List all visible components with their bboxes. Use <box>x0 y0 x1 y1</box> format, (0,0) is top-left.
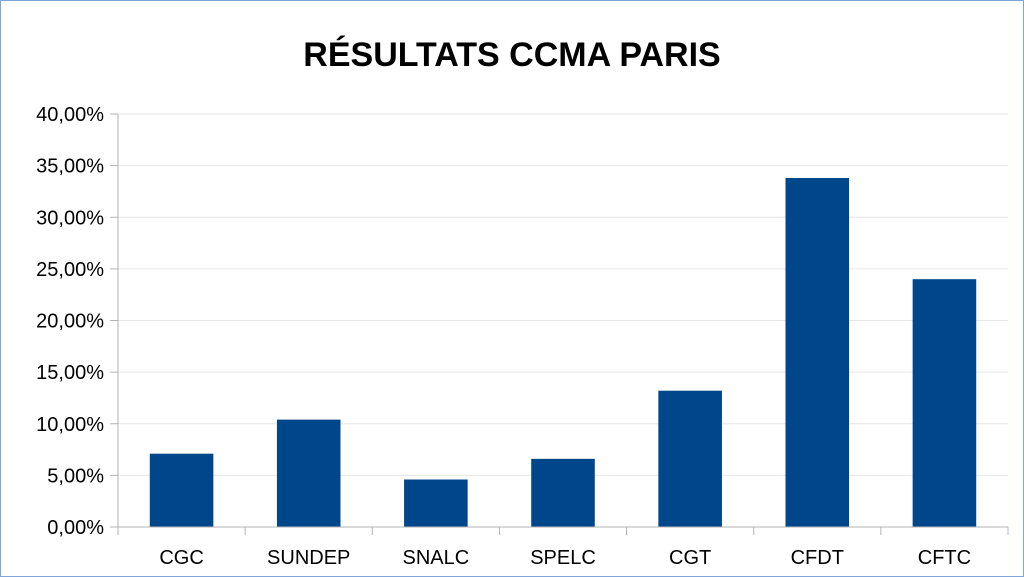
bar-spelc <box>531 458 595 527</box>
y-tick-label: 0,00% <box>47 517 104 539</box>
category-label: CFTC <box>918 547 971 569</box>
category-label: CGC <box>159 547 203 569</box>
y-tick-label: 40,00% <box>36 104 104 126</box>
category-label: SPELC <box>530 547 596 569</box>
category-label: SUNDEP <box>267 547 350 569</box>
bar-cgc <box>149 453 214 527</box>
bar-sundep <box>276 419 341 527</box>
bar-cgt <box>658 390 722 527</box>
y-tick-label: 5,00% <box>47 465 104 487</box>
category-label: SNALC <box>403 547 470 569</box>
category-label: CGT <box>669 547 711 569</box>
bar-cftc <box>912 279 977 527</box>
bar-snalc <box>404 479 468 527</box>
y-tick-label: 20,00% <box>36 311 104 333</box>
bar-cfdt <box>785 178 850 527</box>
y-tick-label: 35,00% <box>36 156 104 178</box>
chart-title: RÉSULTATS CCMA PARIS <box>303 36 721 74</box>
y-tick-label: 25,00% <box>36 259 104 281</box>
gridlines <box>110 113 1009 535</box>
y-axis-tick-labels: 0,00% 5,00% 10,00% 15,00% 20,00% 25,00% 30,00%… <box>36 104 104 539</box>
category-label: CFDT <box>791 547 844 569</box>
y-tick-label: 30,00% <box>36 207 104 229</box>
bars <box>149 178 977 527</box>
x-axis-category-labels: CGC SUNDEP SNALC SPELC CGT CFDT CFTC <box>159 547 971 569</box>
y-tick-label: 15,00% <box>36 362 104 384</box>
y-tick-label: 10,00% <box>36 414 104 436</box>
